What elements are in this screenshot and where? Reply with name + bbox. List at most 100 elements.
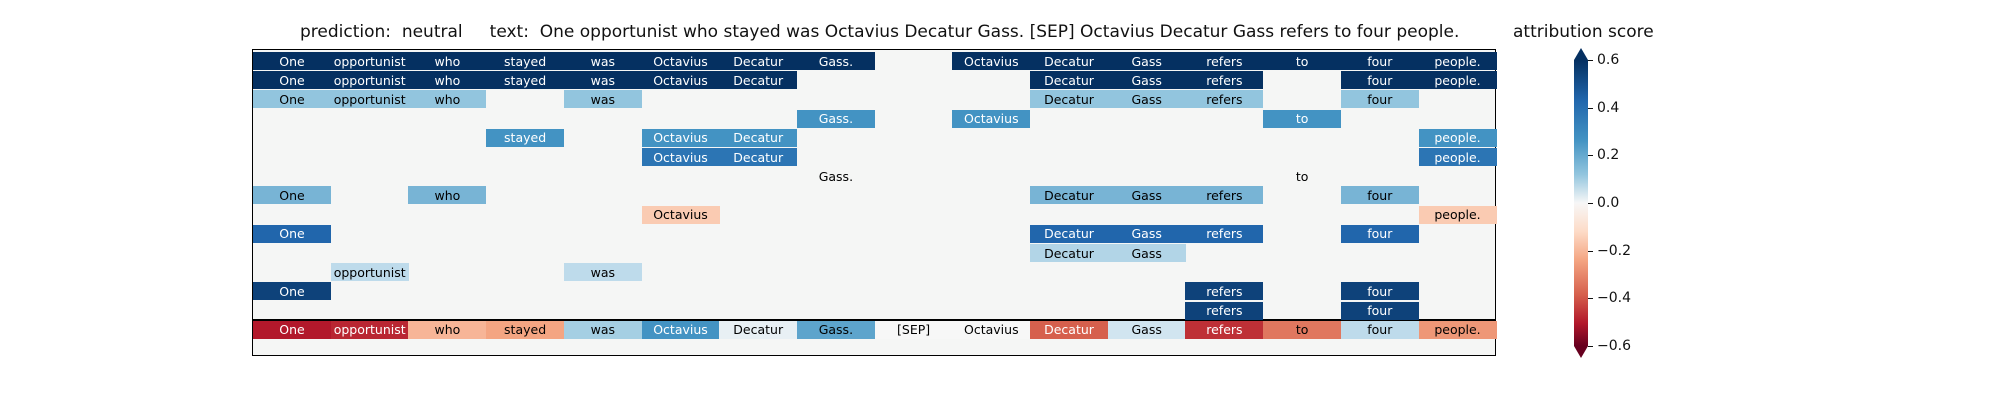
heatmap-cell: stayed (486, 128, 565, 147)
colorbar-label: attribution score (1513, 22, 1654, 42)
heatmap-cell: Decatur (1030, 90, 1108, 109)
heatmap-cell: opportunist (330, 263, 409, 282)
summary-cell: opportunist (330, 320, 409, 339)
heatmap-cell: Octavius (641, 52, 720, 70)
heatmap-cell: Gass (1107, 224, 1186, 243)
heatmap-cell: One (253, 224, 331, 243)
heatmap-cell: opportunist (330, 90, 409, 109)
heatmap-cell: who (408, 52, 487, 70)
colorbar-tick-mark (1588, 155, 1593, 157)
heatmap-cell: was (563, 263, 642, 282)
summary-divider (253, 318, 1495, 321)
heatmap-cell: four (1340, 301, 1419, 320)
chart-title: prediction: neutral text: One opportunis… (300, 22, 1460, 42)
summary-cell: Gass (1107, 320, 1186, 339)
heatmap-cell: Octavius (641, 148, 720, 166)
heatmap-cell: to (1263, 52, 1342, 70)
heatmap-cell: One (253, 186, 331, 205)
heatmap-cell: people. (1418, 52, 1497, 70)
colorbar-extend-min (1574, 346, 1588, 358)
summary-cell: to (1263, 320, 1342, 339)
colorbar (1574, 60, 1588, 346)
heatmap-cell: Gass (1107, 186, 1186, 205)
heatmap-cell: people. (1418, 148, 1497, 166)
colorbar-tick-mark (1588, 346, 1593, 347)
colorbar-tick-label: 0.0 (1597, 195, 1620, 211)
summary-cell: Decatur (719, 320, 798, 339)
heatmap-cell: One (253, 282, 331, 301)
summary-cell: One (253, 320, 331, 339)
heatmap-cell: Octavius (641, 128, 720, 147)
heatmap-cell: Gass (1107, 90, 1186, 109)
heatmap-cell: opportunist (330, 52, 409, 70)
heatmap-cell: Gass. (818, 168, 854, 184)
heatmap-cell: stayed (486, 52, 565, 70)
colorbar-tick-mark (1588, 107, 1593, 109)
heatmap-cell: Decatur (719, 71, 798, 90)
heatmap-cell: stayed (486, 71, 565, 90)
attribution-heatmap: One opportunist who stayed was Octavius Decatu… (252, 49, 1497, 356)
colorbar-tick-label: −0.2 (1597, 242, 1631, 259)
heatmap-cell: to (1295, 168, 1309, 184)
heatmap-cell: was (563, 71, 642, 90)
summary-cell: Octavius (952, 320, 1031, 339)
heatmap-cell: four (1340, 52, 1419, 70)
heatmap-cell: who (408, 90, 487, 109)
colorbar-extend-max (1574, 48, 1588, 60)
colorbar-tick-label: 0.4 (1597, 99, 1620, 116)
heatmap-cell: four (1340, 71, 1419, 90)
heatmap-cell: refers (1185, 224, 1264, 243)
heatmap-cell: Decatur (719, 52, 798, 70)
colorbar-tick-mark (1588, 203, 1593, 204)
heatmap-cell: One (253, 71, 331, 90)
heatmap-cell: Octavius (952, 109, 1031, 128)
colorbar-tick-label: −0.6 (1597, 338, 1631, 354)
colorbar-tick-label: 0.6 (1597, 52, 1620, 68)
summary-cell: four (1340, 320, 1419, 339)
heatmap-cell: Decatur (1030, 52, 1108, 70)
heatmap-cell: who (408, 71, 487, 90)
heatmap-cell: One (253, 90, 331, 109)
summary-cell: [SEP] (874, 320, 953, 339)
summary-cell: Decatur (1030, 320, 1108, 339)
colorbar-tick-mark (1588, 250, 1593, 252)
summary-cell: people. (1418, 320, 1497, 339)
heatmap-cell: to (1263, 109, 1342, 128)
heatmap-cell: four (1340, 90, 1419, 109)
summary-cell: stayed (486, 320, 565, 339)
colorbar-tick-label: 0.2 (1597, 147, 1620, 164)
summary-cell: refers (1185, 320, 1264, 339)
summary-cell: Gass. (796, 320, 875, 339)
heatmap-cell: One (253, 52, 331, 70)
summary-cell: was (563, 320, 642, 339)
heatmap-cell: Octavius (952, 52, 1031, 70)
heatmap-cell: was (563, 52, 642, 70)
heatmap-cell: Gass (1107, 244, 1186, 262)
heatmap-cell: Decatur (1030, 186, 1108, 205)
colorbar-tick-mark (1588, 60, 1593, 61)
heatmap-cell: refers (1185, 282, 1264, 301)
heatmap-cell: Decatur (719, 148, 798, 166)
heatmap-cell: Octavius (641, 205, 720, 224)
heatmap-cell: four (1340, 186, 1419, 205)
heatmap-cell: Decatur (1030, 71, 1108, 90)
heatmap-cell: Gass. (796, 109, 875, 128)
heatmap-cell: four (1340, 224, 1419, 243)
heatmap-cell: people. (1418, 128, 1497, 147)
heatmap-cell: Decatur (719, 128, 798, 147)
heatmap-cell: people. (1418, 205, 1497, 224)
summary-cell: who (408, 320, 487, 339)
colorbar-tick-mark (1588, 298, 1593, 300)
summary-cell: Octavius (641, 320, 720, 339)
heatmap-cell: refers (1185, 186, 1264, 205)
heatmap-cell: refers (1185, 90, 1264, 109)
heatmap-cell: Octavius (641, 71, 720, 90)
heatmap-cell: refers (1185, 52, 1264, 70)
heatmap-cell: Decatur (1030, 244, 1108, 262)
heatmap-cell: Gass (1107, 71, 1186, 90)
heatmap-cell: four (1340, 282, 1419, 301)
heatmap-cell: people. (1418, 71, 1497, 90)
heatmap-cell: Gass. (796, 52, 875, 70)
colorbar-tick-label: −0.4 (1597, 290, 1631, 307)
heatmap-cell: Decatur (1030, 224, 1108, 243)
